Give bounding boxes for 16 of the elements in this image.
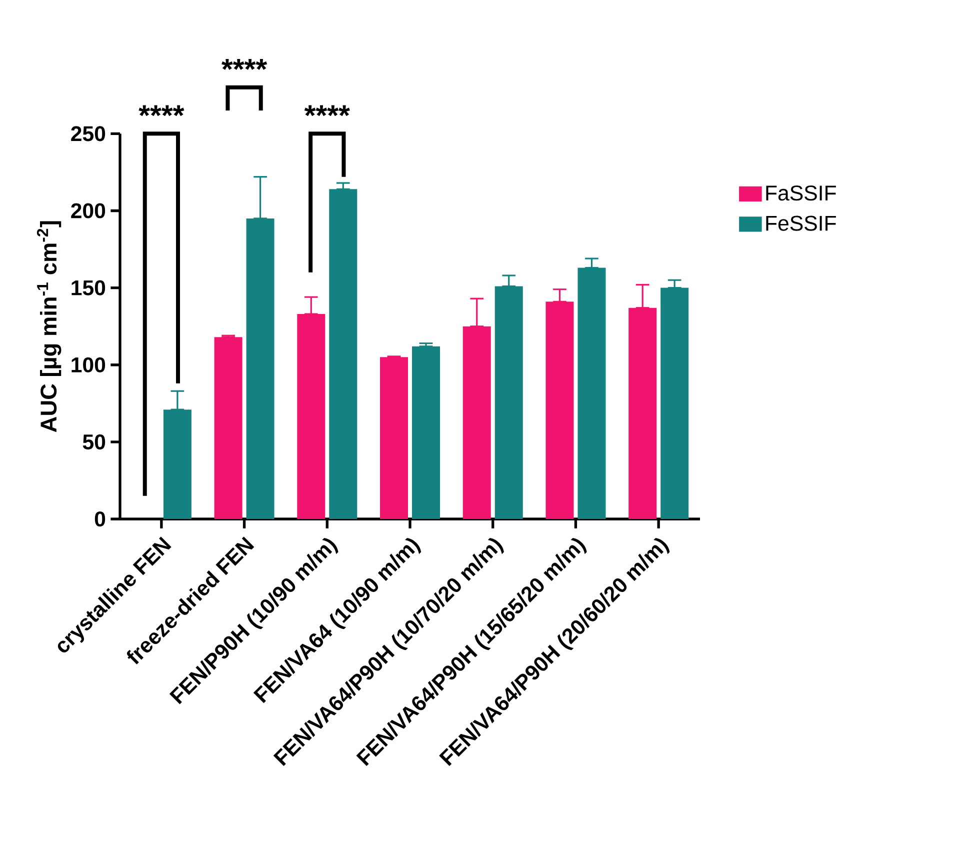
bar <box>214 337 242 519</box>
bar <box>380 357 408 519</box>
text: **** <box>222 58 268 70</box>
y-tick-label: 100 <box>72 357 106 372</box>
legend-label: FeSSIF <box>766 216 836 231</box>
y-tick-label: 0 <box>94 511 106 527</box>
y-tick-label: 50 <box>82 434 106 450</box>
text: **** <box>138 105 184 116</box>
legend-label: FaSSIF <box>766 186 836 201</box>
y-tick-label: 250 <box>71 126 106 142</box>
y-tick-label: 200 <box>71 203 106 218</box>
bar <box>297 314 326 519</box>
text: **** <box>304 105 350 116</box>
y-axis-title: AUC [µg min$^{-1}$ cm$^{-2}$] <box>36 221 62 432</box>
y-tick-label: 150 <box>72 280 106 296</box>
bar <box>412 346 440 519</box>
